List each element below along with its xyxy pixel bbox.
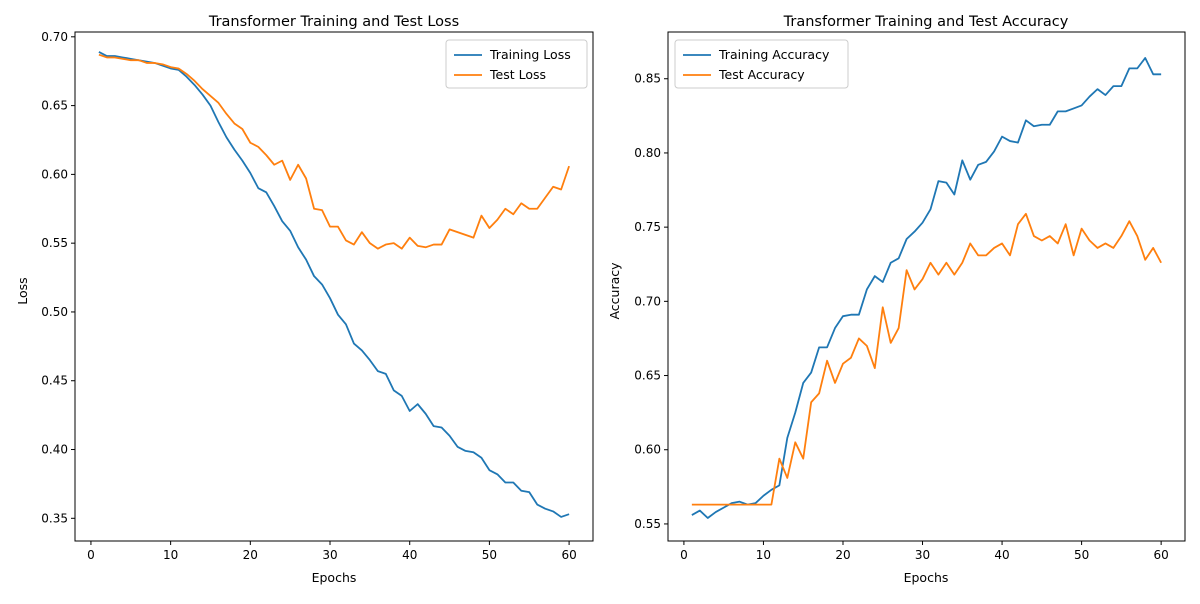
loss-chart-title: Transformer Training and Test Loss <box>208 14 459 30</box>
legend-label-test-accuracy: Test Accuracy <box>718 67 805 82</box>
loss-x-tick-label: 10 <box>163 548 178 562</box>
legend-label-test-loss: Test Loss <box>489 67 546 82</box>
series-line-test-accuracy <box>691 212 1162 506</box>
loss-y-tick-label: 0.40 <box>41 443 68 457</box>
accuracy-chart-title: Transformer Training and Test Accuracy <box>783 14 1069 30</box>
accuracy-y-tick-label: 0.65 <box>634 369 661 383</box>
accuracy-y-tick-label: 0.55 <box>634 517 661 531</box>
loss-x-tick-label: 40 <box>402 548 417 562</box>
accuracy-x-tick-label: 40 <box>994 548 1009 562</box>
loss-x-tick-label: 50 <box>482 548 497 562</box>
accuracy-y-tick-label: 0.60 <box>634 443 661 457</box>
loss-y-tick-label: 0.50 <box>41 305 68 319</box>
accuracy-x-tick-label: 0 <box>680 548 688 562</box>
accuracy-chart-y-axis-label: Accuracy <box>607 262 622 320</box>
accuracy-chart-ticks: 0 10 20 30 40 50 60 0.55 0.60 0.65 0.70 0.75 0.80 0.8… <box>634 72 1168 562</box>
loss-y-tick-label: 0.65 <box>41 99 68 113</box>
accuracy-x-tick-label: 30 <box>915 548 930 562</box>
loss-chart-legend-box <box>445 39 588 89</box>
loss-chart-y-axis-label: Loss <box>15 277 30 304</box>
loss-chart-series-lines <box>98 51 570 518</box>
loss-y-tick-label: 0.45 <box>41 374 68 388</box>
series-line-training-accuracy <box>691 57 1162 519</box>
loss-x-tick-label: 60 <box>561 548 576 562</box>
accuracy-x-tick-label: 50 <box>1074 548 1089 562</box>
loss-x-tick-label: 0 <box>87 548 95 562</box>
accuracy-chart: Transformer Training and Test Accuracy E… <box>607 14 1186 585</box>
accuracy-chart-legend: Training Accuracy Test Accuracy <box>674 39 849 89</box>
legend-label-training-loss: Training Loss <box>489 47 571 62</box>
accuracy-x-tick-label: 20 <box>835 548 850 562</box>
loss-y-tick-label: 0.35 <box>41 511 68 525</box>
accuracy-chart-x-axis-label: Epochs <box>904 570 949 585</box>
loss-chart-x-axis-label: Epochs <box>312 570 357 585</box>
loss-y-tick-label: 0.70 <box>41 30 68 44</box>
accuracy-chart-plot-frame <box>667 31 1186 542</box>
accuracy-x-tick-label: 10 <box>756 548 771 562</box>
loss-x-tick-label: 20 <box>243 548 258 562</box>
loss-chart: Transformer Training and Test Loss Epoch… <box>15 14 594 585</box>
loss-y-tick-label: 0.60 <box>41 167 68 181</box>
accuracy-chart-legend-box <box>674 39 849 89</box>
loss-x-tick-label: 30 <box>322 548 337 562</box>
accuracy-y-tick-label: 0.70 <box>634 294 661 308</box>
loss-chart-ticks: 0 10 20 30 40 50 60 0.35 0.40 0.45 0.50 0.55 0.60 0.6… <box>41 30 576 562</box>
accuracy-x-tick-label: 60 <box>1153 548 1168 562</box>
accuracy-chart-series-lines <box>691 57 1162 519</box>
series-line-training-loss <box>98 51 570 518</box>
accuracy-y-tick-label: 0.80 <box>634 146 661 160</box>
accuracy-y-tick-label: 0.75 <box>634 220 661 234</box>
series-line-test-loss <box>98 53 570 250</box>
loss-chart-plot-frame <box>74 31 594 542</box>
legend-label-training-accuracy: Training Accuracy <box>718 47 830 62</box>
loss-y-tick-label: 0.55 <box>41 236 68 250</box>
loss-chart-legend: Training Loss Test Loss <box>445 39 588 89</box>
accuracy-y-tick-label: 0.85 <box>634 72 661 86</box>
